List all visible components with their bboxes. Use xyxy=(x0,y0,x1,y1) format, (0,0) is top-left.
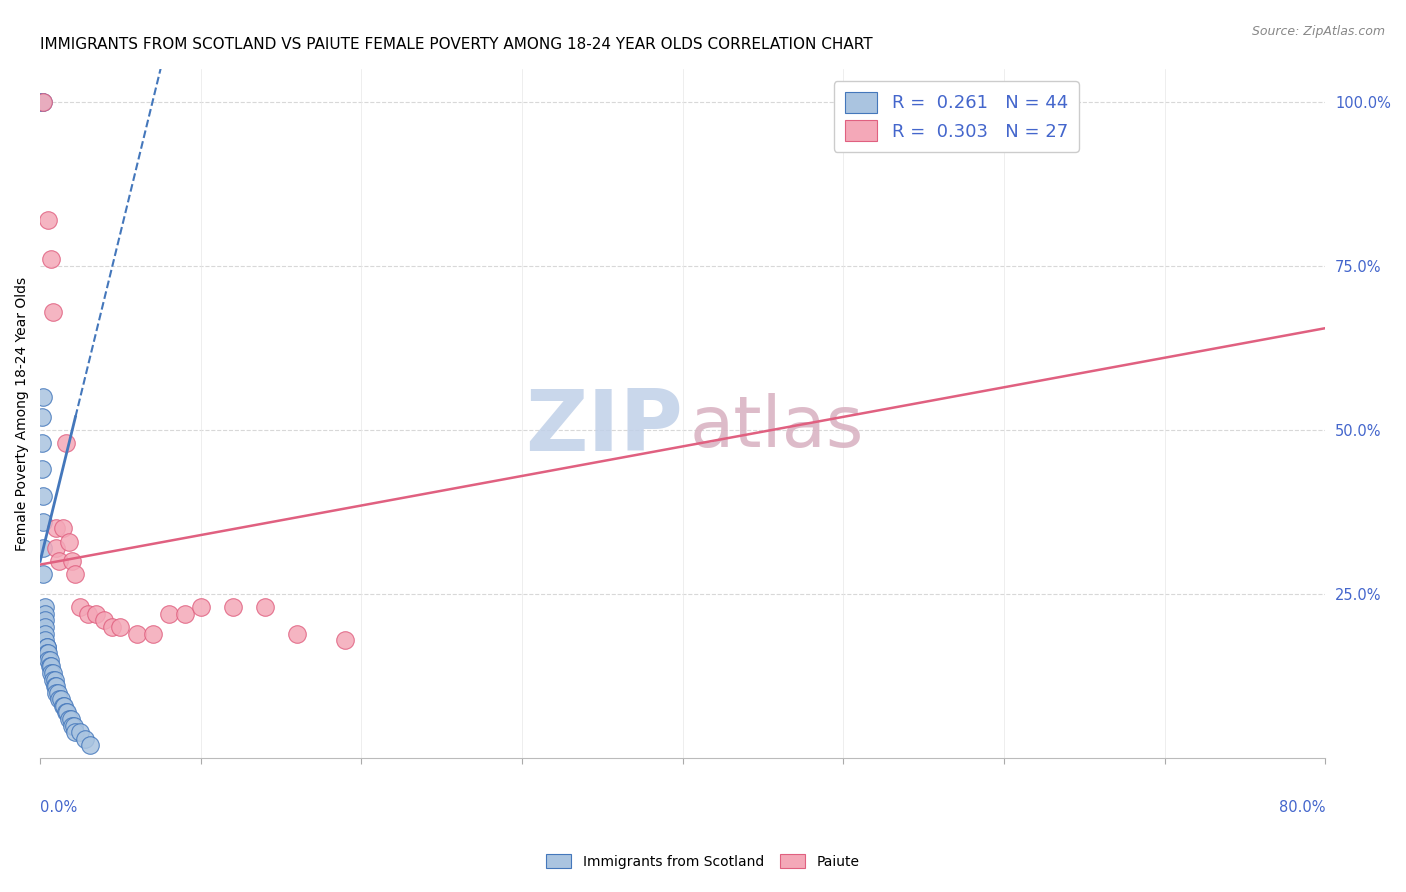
Point xyxy=(32,390,55,404)
Point xyxy=(335,633,357,648)
Point xyxy=(42,665,65,680)
Point xyxy=(41,659,63,673)
Point xyxy=(31,409,53,424)
Point xyxy=(41,252,63,267)
Text: ZIP: ZIP xyxy=(524,386,683,469)
Point xyxy=(86,607,108,621)
Point xyxy=(75,731,97,746)
Point xyxy=(35,646,58,660)
Point xyxy=(46,686,69,700)
Point xyxy=(49,692,72,706)
Point xyxy=(53,698,76,713)
Point xyxy=(44,679,66,693)
Point xyxy=(34,626,56,640)
Text: 80.0%: 80.0% xyxy=(1279,800,1326,814)
Point xyxy=(42,673,65,687)
Point xyxy=(69,725,91,739)
Point xyxy=(32,567,55,582)
Point xyxy=(32,515,55,529)
Point xyxy=(38,653,60,667)
Point xyxy=(32,95,55,109)
Point xyxy=(65,567,87,582)
Point xyxy=(41,665,63,680)
Point xyxy=(34,607,56,621)
Point xyxy=(77,607,100,621)
Point xyxy=(125,626,148,640)
Point xyxy=(93,614,115,628)
Text: IMMIGRANTS FROM SCOTLAND VS PAIUTE FEMALE POVERTY AMONG 18-24 YEAR OLDS CORRELAT: IMMIGRANTS FROM SCOTLAND VS PAIUTE FEMAL… xyxy=(41,37,873,53)
Point xyxy=(52,698,75,713)
Point xyxy=(37,212,59,227)
Legend: R =  0.261   N = 44, R =  0.303   N = 27: R = 0.261 N = 44, R = 0.303 N = 27 xyxy=(834,81,1078,152)
Point xyxy=(190,600,212,615)
Point xyxy=(48,692,70,706)
Point xyxy=(35,640,58,654)
Point xyxy=(45,521,67,535)
Point xyxy=(35,640,58,654)
Point xyxy=(58,712,80,726)
Point xyxy=(45,541,67,556)
Point xyxy=(157,607,180,621)
Point xyxy=(173,607,195,621)
Point xyxy=(52,521,75,535)
Point xyxy=(79,738,101,752)
Text: atlas: atlas xyxy=(689,392,863,462)
Point xyxy=(60,554,83,568)
Point xyxy=(285,626,308,640)
Point xyxy=(45,686,67,700)
Point xyxy=(34,614,56,628)
Point xyxy=(34,600,56,615)
Text: 0.0%: 0.0% xyxy=(41,800,77,814)
Point xyxy=(38,659,60,673)
Point xyxy=(32,489,55,503)
Y-axis label: Female Poverty Among 18-24 Year Olds: Female Poverty Among 18-24 Year Olds xyxy=(15,277,30,550)
Point xyxy=(56,706,79,720)
Point xyxy=(254,600,277,615)
Point xyxy=(31,436,53,450)
Point xyxy=(34,633,56,648)
Point xyxy=(60,718,83,732)
Point xyxy=(142,626,165,640)
Point xyxy=(34,620,56,634)
Point xyxy=(55,706,77,720)
Point xyxy=(37,653,59,667)
Point xyxy=(69,600,91,615)
Point xyxy=(48,554,70,568)
Point xyxy=(65,725,87,739)
Point xyxy=(44,673,66,687)
Point xyxy=(55,436,77,450)
Point xyxy=(31,95,53,109)
Point xyxy=(63,718,86,732)
Legend: Immigrants from Scotland, Paiute: Immigrants from Scotland, Paiute xyxy=(541,848,865,874)
Point xyxy=(45,679,67,693)
Point xyxy=(31,462,53,476)
Point xyxy=(110,620,132,634)
Point xyxy=(101,620,124,634)
Point xyxy=(32,541,55,556)
Point xyxy=(42,304,65,318)
Text: Source: ZipAtlas.com: Source: ZipAtlas.com xyxy=(1251,25,1385,38)
Point xyxy=(222,600,245,615)
Point xyxy=(37,646,59,660)
Point xyxy=(58,534,80,549)
Point xyxy=(32,95,55,109)
Point xyxy=(31,95,53,109)
Point xyxy=(59,712,82,726)
